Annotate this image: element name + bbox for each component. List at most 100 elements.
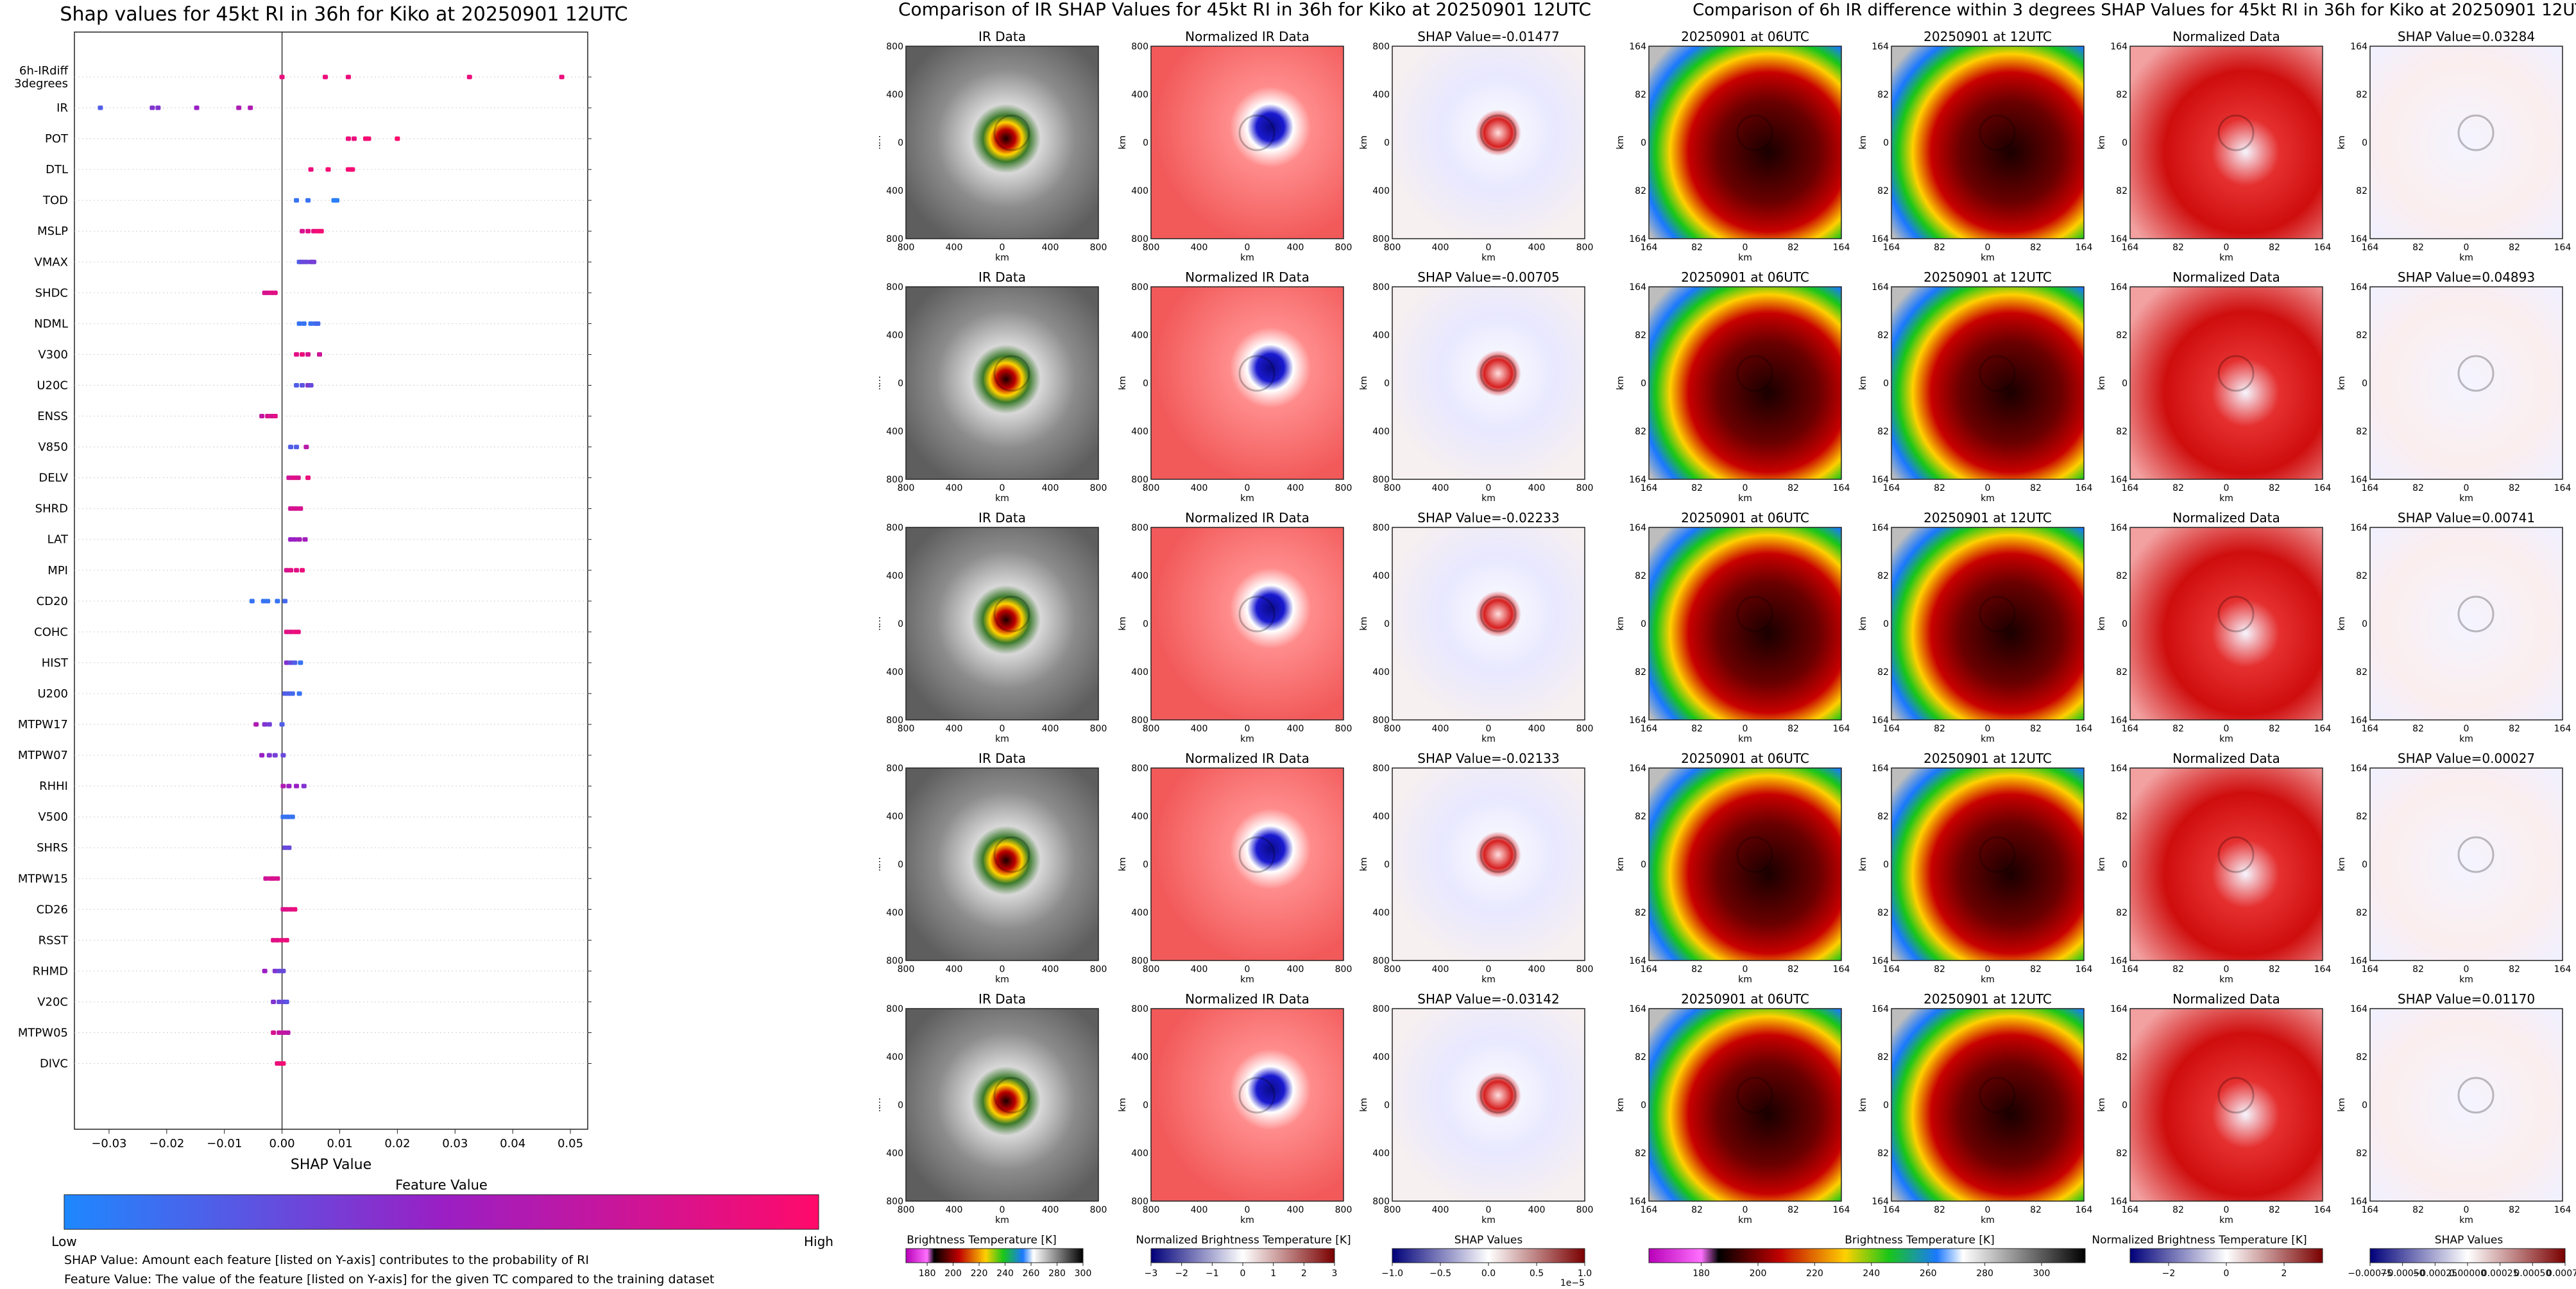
x-tick-label: 164	[1833, 964, 1850, 975]
y-tick-label: 800	[886, 523, 903, 533]
panel-title: Normalized Data	[2172, 269, 2280, 285]
panel-image	[2369, 1008, 2563, 1202]
y-axis-label: km	[2097, 135, 2107, 149]
y-tick-label: 0	[1883, 379, 1889, 389]
y-tick-label: 400	[886, 908, 903, 918]
feature-name: HIST	[42, 656, 69, 670]
x-tick-label: 82	[1691, 964, 1703, 975]
panel-title: 20250901 at 06UTC	[1681, 991, 1809, 1007]
shap-point	[289, 691, 295, 696]
x-axis-label: km	[2459, 734, 2473, 744]
shap-point	[345, 74, 351, 80]
y-tick-label: 82	[2356, 1148, 2367, 1159]
y-tick-label: 400	[1131, 330, 1148, 341]
panel-title: Normalized IR Data	[1185, 991, 1309, 1007]
x-tick-label: 82	[2030, 964, 2042, 975]
x-tick-label: 164	[2076, 483, 2093, 493]
y-tick-label: 400	[1372, 571, 1390, 581]
shap-point	[194, 105, 200, 110]
y-tick-label: 400	[1131, 812, 1148, 822]
normalized-diff-panel: Normalized Data1641648282008282164164kmk…	[2097, 29, 2331, 263]
panel-image	[1150, 767, 1344, 961]
shap-point	[249, 599, 255, 604]
y-tick-label: 0	[1641, 379, 1646, 389]
y-tick-label: 0	[1143, 619, 1148, 629]
panel-image	[905, 767, 1099, 961]
colorbar-tick-label: −2	[1175, 1268, 1188, 1279]
shap-point	[286, 845, 292, 850]
y-tick-label: 800	[1372, 475, 1390, 485]
feature-name: COHC	[34, 626, 68, 639]
shap-point	[259, 414, 265, 419]
x-tick-label: 800	[898, 724, 915, 734]
shap-point	[282, 691, 288, 696]
shap-point	[308, 167, 314, 172]
y-axis-label: km	[2337, 857, 2347, 871]
shap-point	[301, 321, 307, 326]
shap-point	[296, 321, 302, 326]
y-axis-label: km	[1858, 857, 1868, 871]
ir-12utc-panel: 20250901 at 12UTC1641648282008282164164k…	[1858, 510, 2092, 744]
diff-shap-panel: SHAP Value=0.000271641648282008282164164…	[2337, 751, 2571, 985]
y-tick-label: 164	[1872, 956, 1889, 966]
x-axis-label: km	[995, 734, 1009, 744]
x-tick-label: 400	[1287, 243, 1304, 253]
x-tick-label: 82	[2509, 483, 2520, 493]
shap-point	[559, 74, 565, 80]
panel-title: SHAP Value=-0.03142	[1417, 991, 1559, 1007]
feature-name: SHRD	[35, 502, 68, 516]
x-tick-label: 164	[1641, 964, 1658, 975]
shap-point	[302, 537, 308, 542]
y-tick-label: 82	[1877, 812, 1889, 822]
x-tick-label: 800	[1384, 243, 1401, 253]
y-tick-label: 400	[886, 330, 903, 341]
panel-title: 20250901 at 06UTC	[1681, 29, 1809, 44]
colorbar-tick-label: 260	[1023, 1268, 1040, 1279]
y-tick-label: 164	[2350, 715, 2367, 726]
x-axis-label: km	[1481, 493, 1496, 504]
ir-06utc-panel: 20250901 at 06UTC1641648282008282164164k…	[1616, 269, 1850, 504]
y-tick-label: 164	[2110, 715, 2128, 726]
shap-point	[272, 968, 278, 973]
eye-ring	[1736, 595, 1773, 633]
x-tick-label: 82	[2269, 243, 2280, 253]
y-tick-label: 82	[2116, 667, 2128, 678]
shap-point	[466, 74, 472, 80]
y-tick-label: 164	[1872, 475, 1889, 485]
y-tick-label: 800	[1372, 715, 1390, 726]
shap-point	[266, 722, 272, 727]
y-tick-label: 82	[1877, 90, 1889, 100]
x-tick-label: 82	[2030, 483, 2042, 493]
shap-point	[294, 568, 300, 573]
feature-name: U20C	[37, 379, 68, 392]
feature-note: Feature Value: The value of the feature …	[64, 1272, 714, 1286]
x-tick-label: 400	[1042, 1205, 1059, 1215]
feature-name: V500	[38, 810, 68, 824]
y-tick-label: 164	[1872, 282, 1889, 293]
feature-name: V20C	[37, 995, 68, 1009]
x-tick-label: 82	[2269, 964, 2280, 975]
x-axis-label: km	[1240, 1215, 1254, 1225]
y-tick-label: 0	[1143, 138, 1148, 148]
shap-point	[284, 999, 289, 1004]
shap-point	[308, 321, 314, 326]
panel-image	[1891, 767, 2085, 961]
x-tick-label: 800	[1335, 964, 1352, 975]
x-tick-label: 164	[1883, 1205, 1900, 1215]
diff-shap-panel: SHAP Value=0.011701641648282008282164164…	[2337, 991, 2571, 1225]
eye-ring	[1238, 355, 1275, 392]
x-tick-label: 164	[1883, 483, 1900, 493]
x-tick-label: 82	[2269, 483, 2280, 493]
colorbar-tick-label: 0.5	[1530, 1268, 1544, 1279]
y-tick-label: 800	[886, 42, 903, 52]
shap-point	[301, 783, 307, 789]
colorbar-tick-label: 3	[1332, 1268, 1338, 1279]
y-tick-label: 400	[1372, 186, 1390, 196]
cb6-label: SHAP Values	[2435, 1234, 2503, 1247]
panel-image	[2129, 527, 2323, 721]
y-tick-label: 800	[1372, 764, 1390, 774]
x-tick-label: 82	[1787, 483, 1799, 493]
x-axis-label: km	[1481, 975, 1496, 985]
x-axis-label: km	[2459, 1215, 2473, 1225]
y-tick-label: 0	[898, 379, 903, 389]
